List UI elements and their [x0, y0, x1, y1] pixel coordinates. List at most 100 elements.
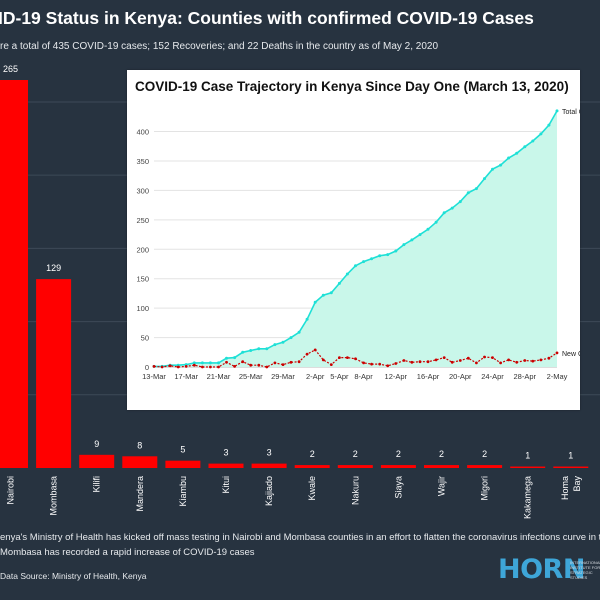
logo-subtext: INTERNATIONAL INSTITUTE FOR STRATEGIC ST…: [570, 560, 600, 580]
total-cases-area: [154, 110, 557, 368]
new-cases-point: [346, 356, 349, 359]
inset-y-tick-label: 400: [136, 128, 149, 137]
new-cases-point: [160, 365, 164, 369]
inset-x-tick-label: 20-Apr: [449, 372, 472, 381]
bar-value-label: 2: [439, 449, 444, 459]
bar-value-label: 1: [568, 451, 573, 461]
total-cases-point: [555, 109, 559, 113]
horn-logo: HORN INTERNATIONAL INSTITUTE FOR STRATEG…: [498, 554, 600, 588]
new-cases-point: [378, 362, 382, 366]
bar-category-label: Migori: [480, 476, 490, 501]
total-cases-point: [313, 300, 317, 304]
new-cases-point: [225, 360, 228, 364]
total-cases-point: [474, 187, 478, 191]
new-cases-point: [289, 360, 293, 364]
inset-y-tick-label: 300: [136, 186, 149, 195]
total-cases-point: [281, 340, 285, 344]
trajectory-inset-panel: COVID-19 Case Trajectory in Kenya Since …: [127, 70, 580, 410]
new-cases-point: [168, 364, 172, 368]
total-cases-point: [289, 336, 293, 340]
total-cases-point: [241, 350, 245, 354]
bar-value-label: 2: [396, 449, 401, 459]
bar-category-label: Kakamega: [523, 476, 533, 519]
new-cases-point: [257, 363, 261, 367]
total-cases-point: [434, 220, 438, 224]
total-cases-point: [305, 317, 309, 321]
new-cases-point: [458, 359, 462, 362]
bar-homa-bay: [553, 466, 589, 468]
inset-chart-title: COVID-19 Case Trajectory in Kenya Since …: [135, 79, 569, 94]
footnote-line-1: enya's Ministry of Health has kicked off…: [0, 532, 600, 543]
bar-nairobi: [0, 80, 28, 468]
bar-category-label: Kiambu: [178, 476, 188, 507]
category-label-part: Bay: [572, 476, 582, 492]
total-cases-point: [225, 356, 228, 360]
total-cases-point: [337, 281, 341, 285]
bar-category-label: Nairobi: [6, 476, 16, 505]
new-cases-point: [475, 361, 478, 365]
new-cases-point: [184, 365, 188, 368]
bar-kitui: [208, 463, 244, 468]
inset-y-tick-label: 150: [136, 275, 149, 284]
bar-kiambu: [165, 460, 201, 468]
bar-value-label: 3: [267, 448, 272, 458]
bar-value-label: 2: [482, 449, 487, 459]
county-bar-chart: 265 Nairobi 129 Mombasa 9 Kilifi 8 Mandera 5 Kiam…: [0, 64, 600, 519]
new-cases-point: [362, 361, 365, 365]
total-cases-point: [547, 123, 551, 127]
new-cases-point: [386, 364, 390, 368]
trajectory-line-chart: 0 50 100 150 200 250 300 350 400 13-Mar 17-Mar 21-M…: [136, 109, 580, 381]
new-cases-point: [233, 365, 236, 368]
bar-value-label: 3: [223, 448, 228, 458]
new-cases-point: [249, 363, 253, 367]
page-title: ID-19 Status in Kenya: Counties with con…: [0, 8, 534, 28]
new-cases-point: [241, 360, 245, 364]
new-cases-point: [176, 365, 180, 369]
new-cases-point: [305, 352, 309, 356]
bar-migori: [467, 465, 503, 468]
total-cases-point: [329, 291, 333, 295]
new-cases-point: [338, 356, 341, 359]
total-cases-point: [539, 132, 543, 136]
total-cases-point: [208, 361, 212, 365]
inset-y-tick-label: 250: [136, 216, 149, 225]
new-cases-point: [321, 358, 325, 362]
total-cases-point: [442, 211, 446, 215]
new-cases-point: [434, 358, 438, 362]
new-cases-point: [281, 363, 285, 366]
new-cases-point: [394, 362, 398, 365]
inset-x-tick-label: 12-Apr: [385, 372, 408, 381]
new-cases-point: [217, 365, 220, 369]
new-cases-point: [354, 357, 357, 361]
total-cases-point: [499, 163, 503, 167]
bar-nakuru: [337, 465, 373, 468]
bar-category-label: Kitui: [221, 476, 231, 494]
new-cases-point: [209, 365, 212, 369]
inset-x-tick-label: 29-Mar: [271, 372, 295, 381]
total-cases-point: [273, 343, 277, 347]
new-cases-point: [297, 360, 301, 364]
total-cases-point: [523, 145, 527, 149]
bar-value-label: 2: [310, 449, 315, 459]
bar-category-label: Mombasa: [49, 476, 59, 516]
total-cases-point: [531, 139, 535, 143]
total-cases-point: [321, 293, 325, 297]
new-cases-point: [410, 360, 414, 364]
category-label-part: Homa: [560, 476, 570, 500]
total-cases-point: [491, 167, 494, 171]
bar-kakamega: [510, 466, 546, 468]
total-cases-point: [466, 191, 470, 195]
inset-x-tick-label: 25-Mar: [239, 372, 263, 381]
page-subtitle: re a total of 435 COVID-19 cases; 152 Re…: [0, 41, 439, 52]
inset-x-tick-label: 21-Mar: [207, 372, 231, 381]
new-cases-point: [265, 365, 269, 369]
total-cases-point: [458, 200, 462, 204]
bar-category-label: Siaya: [393, 476, 403, 499]
bar-category-label: Homa Bay: [560, 476, 582, 501]
total-cases-point: [394, 249, 398, 253]
bar-value-label: 129: [46, 263, 61, 273]
total-cases-point: [515, 151, 519, 155]
new-cases-point: [192, 363, 196, 367]
bar-value-label: 8: [137, 440, 142, 450]
total-cases-point: [410, 238, 414, 242]
